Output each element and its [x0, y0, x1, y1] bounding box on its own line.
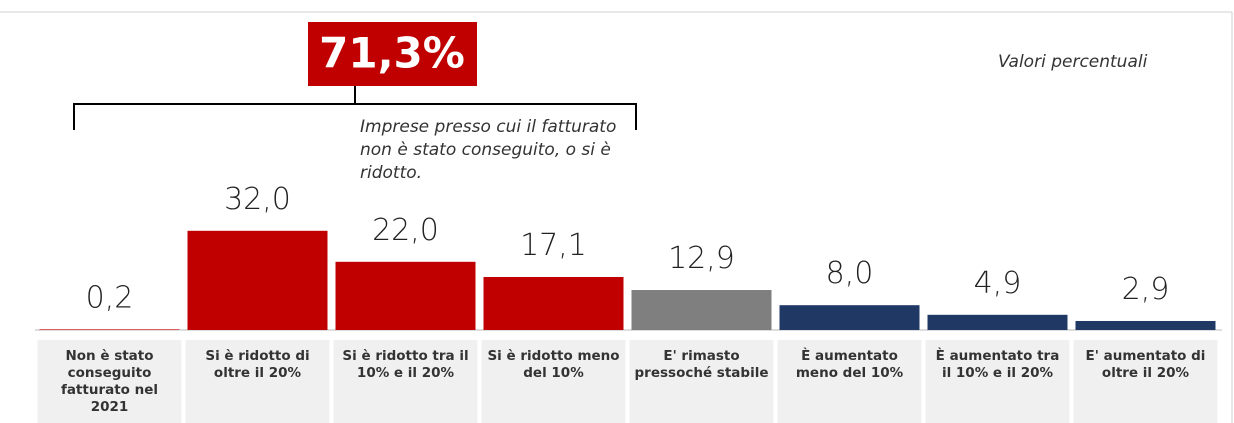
- x-tick-label: È aumentato tra il 10% e il 20%: [935, 348, 1060, 381]
- label-cell: [481, 340, 626, 423]
- x-tick-label: Si è ridotto tra il 10% e il 20%: [342, 348, 469, 381]
- bar: [927, 314, 1068, 330]
- highlight-box: [308, 22, 477, 86]
- value-label: 2,9: [1122, 272, 1170, 307]
- value-label: 17,1: [520, 228, 587, 263]
- label-cell: [629, 340, 774, 423]
- value-label: 8,0: [826, 256, 874, 291]
- value-label: 22,0: [372, 213, 439, 248]
- value-label: 12,9: [668, 241, 735, 276]
- x-tick-label: Non è stato conseguito fatturato nel 202…: [60, 348, 159, 415]
- label-cell: [185, 340, 330, 423]
- x-tick-label: Si è ridotto meno del 10%: [487, 348, 620, 381]
- label-cell: [333, 340, 478, 423]
- bar: [187, 230, 328, 330]
- label-cell: [777, 340, 922, 423]
- x-tick-label: E' rimasto pressoché stabile: [634, 348, 769, 381]
- label-cell: [925, 340, 1070, 423]
- x-tick-label: È aumentato meno del 10%: [795, 348, 904, 381]
- x-tick-label: E' aumentato di oltre il 20%: [1085, 348, 1206, 381]
- label-cell: [1073, 340, 1218, 423]
- bar: [483, 276, 624, 330]
- bar: [39, 329, 180, 330]
- x-tick-label: Si è ridotto di oltre il 20%: [205, 348, 310, 381]
- highlight-text: 71,3%: [319, 29, 465, 78]
- label-cell: [37, 340, 182, 423]
- highlight-note: Imprese presso cui il fatturato non è st…: [360, 117, 617, 183]
- bar: [631, 290, 772, 330]
- value-label: 4,9: [974, 266, 1022, 301]
- bar: [335, 261, 476, 330]
- units-note: Valori percentuali: [998, 52, 1148, 72]
- value-label: 32,0: [224, 182, 291, 217]
- value-label: 0,2: [86, 280, 134, 315]
- bracket: [73, 86, 637, 130]
- bar: [779, 305, 920, 330]
- bar: [1075, 321, 1216, 330]
